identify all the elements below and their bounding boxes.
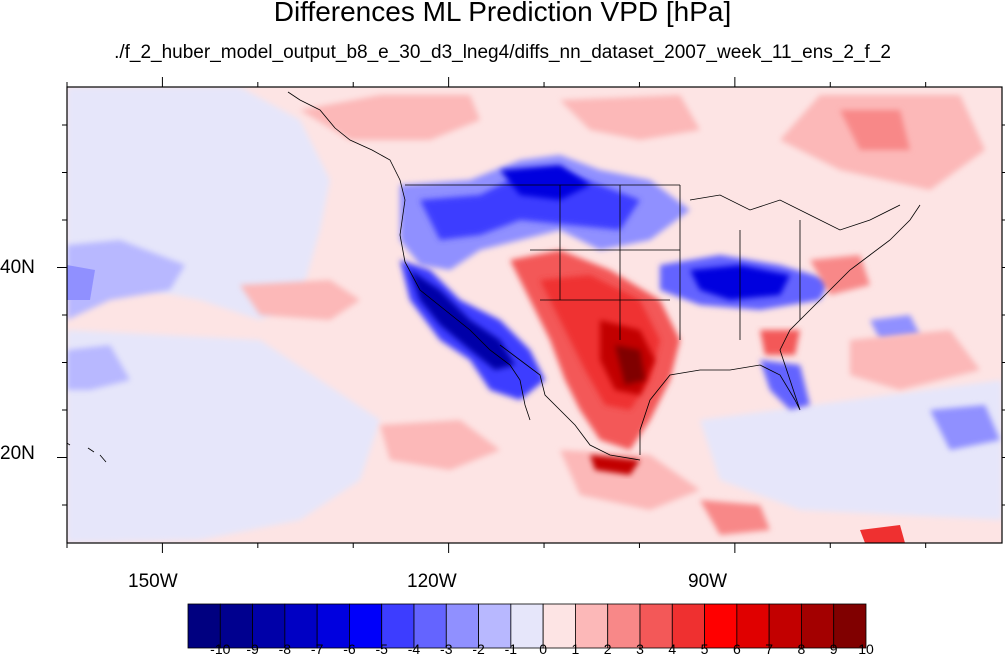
colorbar-swatch — [252, 603, 286, 649]
colorbar-label: 9 — [829, 641, 838, 657]
lon-label-150w: 150W — [128, 571, 178, 592]
colorbar-swatch — [316, 603, 350, 649]
colorbar-label: 7 — [765, 641, 774, 657]
colorbar-label: -3 — [440, 641, 453, 657]
colorbar-label: -7 — [310, 641, 324, 657]
colorbar-swatch — [445, 603, 479, 649]
map-title: Differences ML Prediction VPD [hPa] — [273, 0, 732, 27]
colorbar-swatch — [478, 603, 512, 649]
colorbar-swatch — [575, 603, 609, 649]
map-subtitle: ./f_2_huber_model_output_b8_e_30_d3_lneg… — [114, 42, 891, 63]
colorbar-label: 8 — [797, 641, 806, 657]
colorbar-label: -5 — [375, 641, 388, 657]
difference-field — [67, 87, 1002, 543]
colorbar-swatch — [284, 603, 318, 649]
colorbar-label: -10 — [210, 641, 231, 657]
colorbar-label: -9 — [246, 641, 259, 657]
colorbar-label: 3 — [636, 641, 644, 657]
colorbar-label: 2 — [603, 641, 612, 657]
colorbar-label: -1 — [504, 641, 518, 657]
colorbar-swatch — [607, 603, 641, 649]
lat-label-20n: 20N — [0, 443, 35, 464]
colorbar-swatch — [510, 603, 544, 649]
colorbar-label: 5 — [700, 641, 709, 657]
colorbar-swatch — [542, 603, 576, 649]
colorbar-label: 4 — [668, 641, 677, 657]
colorbar-swatch — [833, 603, 867, 649]
lat-label-40n: 40N — [0, 257, 35, 278]
lon-label-120w: 120W — [407, 571, 457, 592]
colorbar-label: -8 — [278, 641, 292, 657]
colorbar-label: 10 — [858, 641, 874, 657]
colorbar-label: 6 — [732, 641, 741, 657]
colorbar-label: -6 — [343, 641, 356, 657]
colorbar-swatch — [219, 603, 253, 649]
colorbar-swatch — [413, 603, 447, 649]
colorbar-label: 1 — [571, 641, 580, 657]
coastlines — [67, 91, 921, 463]
colorbar-label: -4 — [407, 641, 421, 657]
colorbar-label: 0 — [539, 641, 548, 657]
colorbar-label: -2 — [472, 641, 485, 657]
colorbar-swatch — [671, 603, 705, 649]
colorbar — [187, 603, 867, 649]
colorbar-swatch — [381, 603, 415, 649]
colorbar-swatch — [349, 603, 383, 649]
lon-label-90w: 90W — [688, 571, 728, 592]
